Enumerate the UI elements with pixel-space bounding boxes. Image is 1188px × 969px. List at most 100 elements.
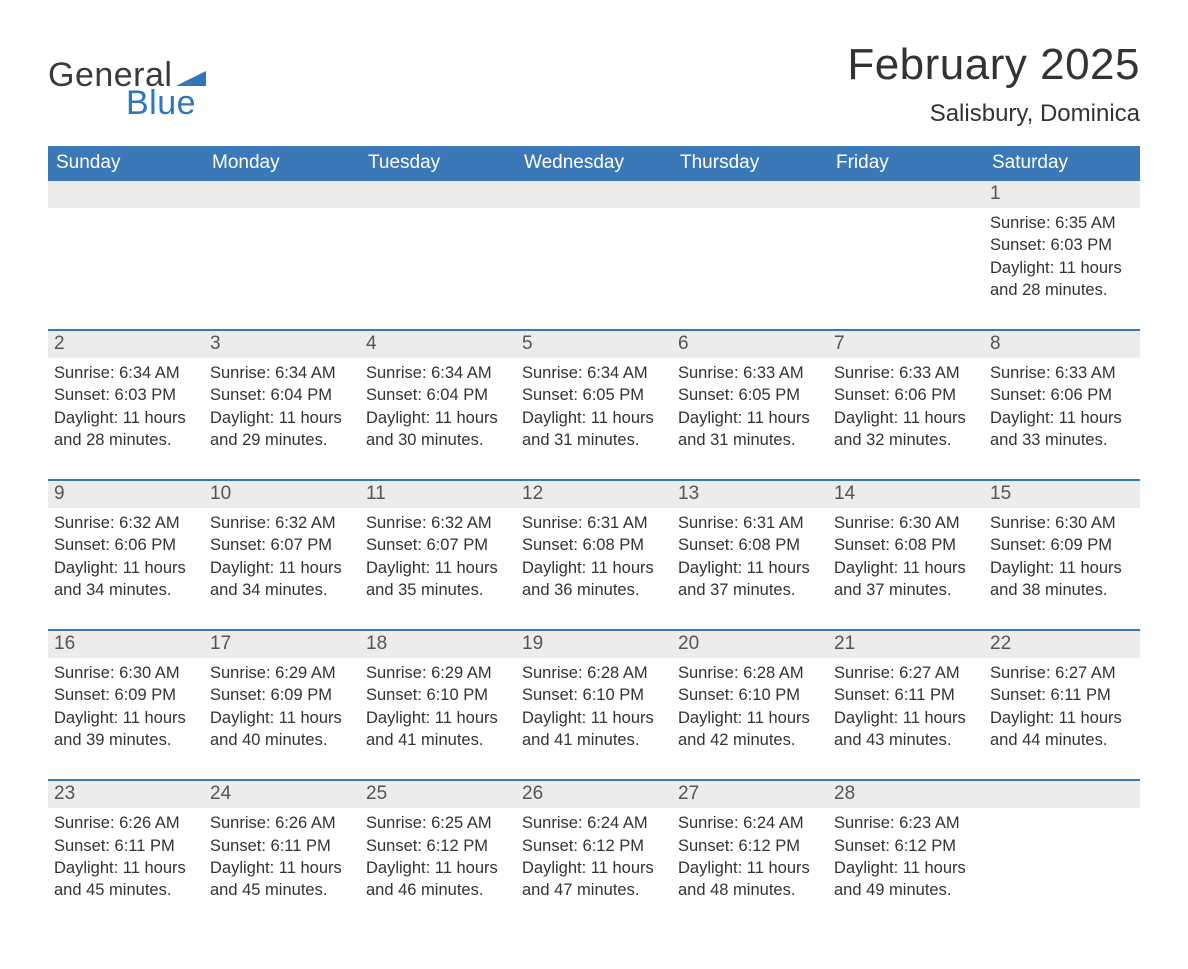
calendar-day: 9Sunrise: 6:32 AMSunset: 6:06 PMDaylight…: [48, 481, 204, 609]
sunset-text: Sunset: 6:03 PM: [990, 234, 1134, 256]
daylight-text: Daylight: 11 hours and 36 minutes.: [522, 557, 666, 602]
dow-friday: Friday: [828, 146, 984, 181]
daylight-text: Daylight: 11 hours and 31 minutes.: [522, 407, 666, 452]
daylight-text: Daylight: 11 hours and 49 minutes.: [834, 857, 978, 902]
day-number: 19: [516, 631, 672, 658]
sunset-text: Sunset: 6:04 PM: [366, 384, 510, 406]
day-number: [672, 181, 828, 208]
calendar-day: 26Sunrise: 6:24 AMSunset: 6:12 PMDayligh…: [516, 781, 672, 909]
day-body: Sunrise: 6:33 AMSunset: 6:06 PMDaylight:…: [828, 358, 984, 459]
day-number: [984, 781, 1140, 808]
daylight-text: Daylight: 11 hours and 28 minutes.: [54, 407, 198, 452]
day-number: 13: [672, 481, 828, 508]
day-number: 8: [984, 331, 1140, 358]
day-number: 17: [204, 631, 360, 658]
day-body: Sunrise: 6:23 AMSunset: 6:12 PMDaylight:…: [828, 808, 984, 909]
day-number: 3: [204, 331, 360, 358]
day-body: Sunrise: 6:31 AMSunset: 6:08 PMDaylight:…: [516, 508, 672, 609]
sunrise-text: Sunrise: 6:30 AM: [834, 512, 978, 534]
sunset-text: Sunset: 6:07 PM: [210, 534, 354, 556]
sunset-text: Sunset: 6:10 PM: [678, 684, 822, 706]
day-body: Sunrise: 6:30 AMSunset: 6:09 PMDaylight:…: [984, 508, 1140, 609]
day-body: [204, 208, 360, 306]
daylight-text: Daylight: 11 hours and 29 minutes.: [210, 407, 354, 452]
calendar-day: 11Sunrise: 6:32 AMSunset: 6:07 PMDayligh…: [360, 481, 516, 609]
day-body: Sunrise: 6:32 AMSunset: 6:07 PMDaylight:…: [360, 508, 516, 609]
sunset-text: Sunset: 6:06 PM: [54, 534, 198, 556]
daylight-text: Daylight: 11 hours and 28 minutes.: [990, 257, 1134, 302]
daylight-text: Daylight: 11 hours and 32 minutes.: [834, 407, 978, 452]
sunrise-text: Sunrise: 6:26 AM: [54, 812, 198, 834]
calendar-day: 4Sunrise: 6:34 AMSunset: 6:04 PMDaylight…: [360, 331, 516, 459]
daylight-text: Daylight: 11 hours and 47 minutes.: [522, 857, 666, 902]
day-number: 14: [828, 481, 984, 508]
dow-wednesday: Wednesday: [516, 146, 672, 181]
calendar-day: 7Sunrise: 6:33 AMSunset: 6:06 PMDaylight…: [828, 331, 984, 459]
day-number: 24: [204, 781, 360, 808]
day-number: 6: [672, 331, 828, 358]
calendar-day: 8Sunrise: 6:33 AMSunset: 6:06 PMDaylight…: [984, 331, 1140, 459]
day-body: [48, 208, 204, 306]
sunrise-text: Sunrise: 6:34 AM: [210, 362, 354, 384]
day-number: 15: [984, 481, 1140, 508]
sunset-text: Sunset: 6:03 PM: [54, 384, 198, 406]
brand-flag-icon: [176, 66, 206, 86]
day-body: Sunrise: 6:27 AMSunset: 6:11 PMDaylight:…: [984, 658, 1140, 759]
calendar-day: 1Sunrise: 6:35 AMSunset: 6:03 PMDaylight…: [984, 181, 1140, 309]
day-body: Sunrise: 6:32 AMSunset: 6:07 PMDaylight:…: [204, 508, 360, 609]
sunset-text: Sunset: 6:05 PM: [678, 384, 822, 406]
sunrise-text: Sunrise: 6:33 AM: [834, 362, 978, 384]
day-body: Sunrise: 6:30 AMSunset: 6:08 PMDaylight:…: [828, 508, 984, 609]
sunset-text: Sunset: 6:07 PM: [366, 534, 510, 556]
sunset-text: Sunset: 6:12 PM: [366, 835, 510, 857]
day-body: Sunrise: 6:28 AMSunset: 6:10 PMDaylight:…: [672, 658, 828, 759]
dow-tuesday: Tuesday: [360, 146, 516, 181]
sunrise-text: Sunrise: 6:28 AM: [678, 662, 822, 684]
day-body: Sunrise: 6:34 AMSunset: 6:04 PMDaylight:…: [360, 358, 516, 459]
calendar-day: [48, 181, 204, 309]
day-number: 25: [360, 781, 516, 808]
calendar-page: General Blue February 2025 Salisbury, Do…: [0, 0, 1188, 969]
day-body: [984, 808, 1140, 906]
sunrise-text: Sunrise: 6:25 AM: [366, 812, 510, 834]
calendar-day: 14Sunrise: 6:30 AMSunset: 6:08 PMDayligh…: [828, 481, 984, 609]
day-number: [204, 181, 360, 208]
sunrise-text: Sunrise: 6:35 AM: [990, 212, 1134, 234]
day-number: 4: [360, 331, 516, 358]
day-body: Sunrise: 6:30 AMSunset: 6:09 PMDaylight:…: [48, 658, 204, 759]
calendar-grid: Sunday Monday Tuesday Wednesday Thursday…: [48, 146, 1140, 909]
calendar-day: 16Sunrise: 6:30 AMSunset: 6:09 PMDayligh…: [48, 631, 204, 759]
sunset-text: Sunset: 6:12 PM: [522, 835, 666, 857]
daylight-text: Daylight: 11 hours and 34 minutes.: [54, 557, 198, 602]
day-body: Sunrise: 6:29 AMSunset: 6:10 PMDaylight:…: [360, 658, 516, 759]
daylight-text: Daylight: 11 hours and 39 minutes.: [54, 707, 198, 752]
calendar-week: 16Sunrise: 6:30 AMSunset: 6:09 PMDayligh…: [48, 629, 1140, 759]
sunset-text: Sunset: 6:04 PM: [210, 384, 354, 406]
daylight-text: Daylight: 11 hours and 42 minutes.: [678, 707, 822, 752]
calendar-day: 19Sunrise: 6:28 AMSunset: 6:10 PMDayligh…: [516, 631, 672, 759]
daylight-text: Daylight: 11 hours and 45 minutes.: [210, 857, 354, 902]
day-number: 12: [516, 481, 672, 508]
daylight-text: Daylight: 11 hours and 34 minutes.: [210, 557, 354, 602]
weeks-container: 1Sunrise: 6:35 AMSunset: 6:03 PMDaylight…: [48, 181, 1140, 909]
sunrise-text: Sunrise: 6:34 AM: [522, 362, 666, 384]
day-body: [828, 208, 984, 306]
day-number: 26: [516, 781, 672, 808]
calendar-day: 3 Sunrise: 6:34 AMSunset: 6:04 PMDaylight…: [204, 331, 360, 459]
calendar-day: 5Sunrise: 6:34 AMSunset: 6:05 PMDaylight…: [516, 331, 672, 459]
sunset-text: Sunset: 6:09 PM: [990, 534, 1134, 556]
daylight-text: Daylight: 11 hours and 45 minutes.: [54, 857, 198, 902]
daylight-text: Daylight: 11 hours and 37 minutes.: [834, 557, 978, 602]
dow-sunday: Sunday: [48, 146, 204, 181]
calendar-day: 18Sunrise: 6:29 AMSunset: 6:10 PMDayligh…: [360, 631, 516, 759]
sunrise-text: Sunrise: 6:34 AM: [366, 362, 510, 384]
sunset-text: Sunset: 6:08 PM: [522, 534, 666, 556]
day-body: [516, 208, 672, 306]
dow-thursday: Thursday: [672, 146, 828, 181]
calendar-day: 20Sunrise: 6:28 AMSunset: 6:10 PMDayligh…: [672, 631, 828, 759]
day-number: [516, 181, 672, 208]
sunrise-text: Sunrise: 6:24 AM: [678, 812, 822, 834]
sunset-text: Sunset: 6:08 PM: [834, 534, 978, 556]
calendar-week: 1Sunrise: 6:35 AMSunset: 6:03 PMDaylight…: [48, 181, 1140, 309]
day-body: Sunrise: 6:29 AMSunset: 6:09 PMDaylight:…: [204, 658, 360, 759]
